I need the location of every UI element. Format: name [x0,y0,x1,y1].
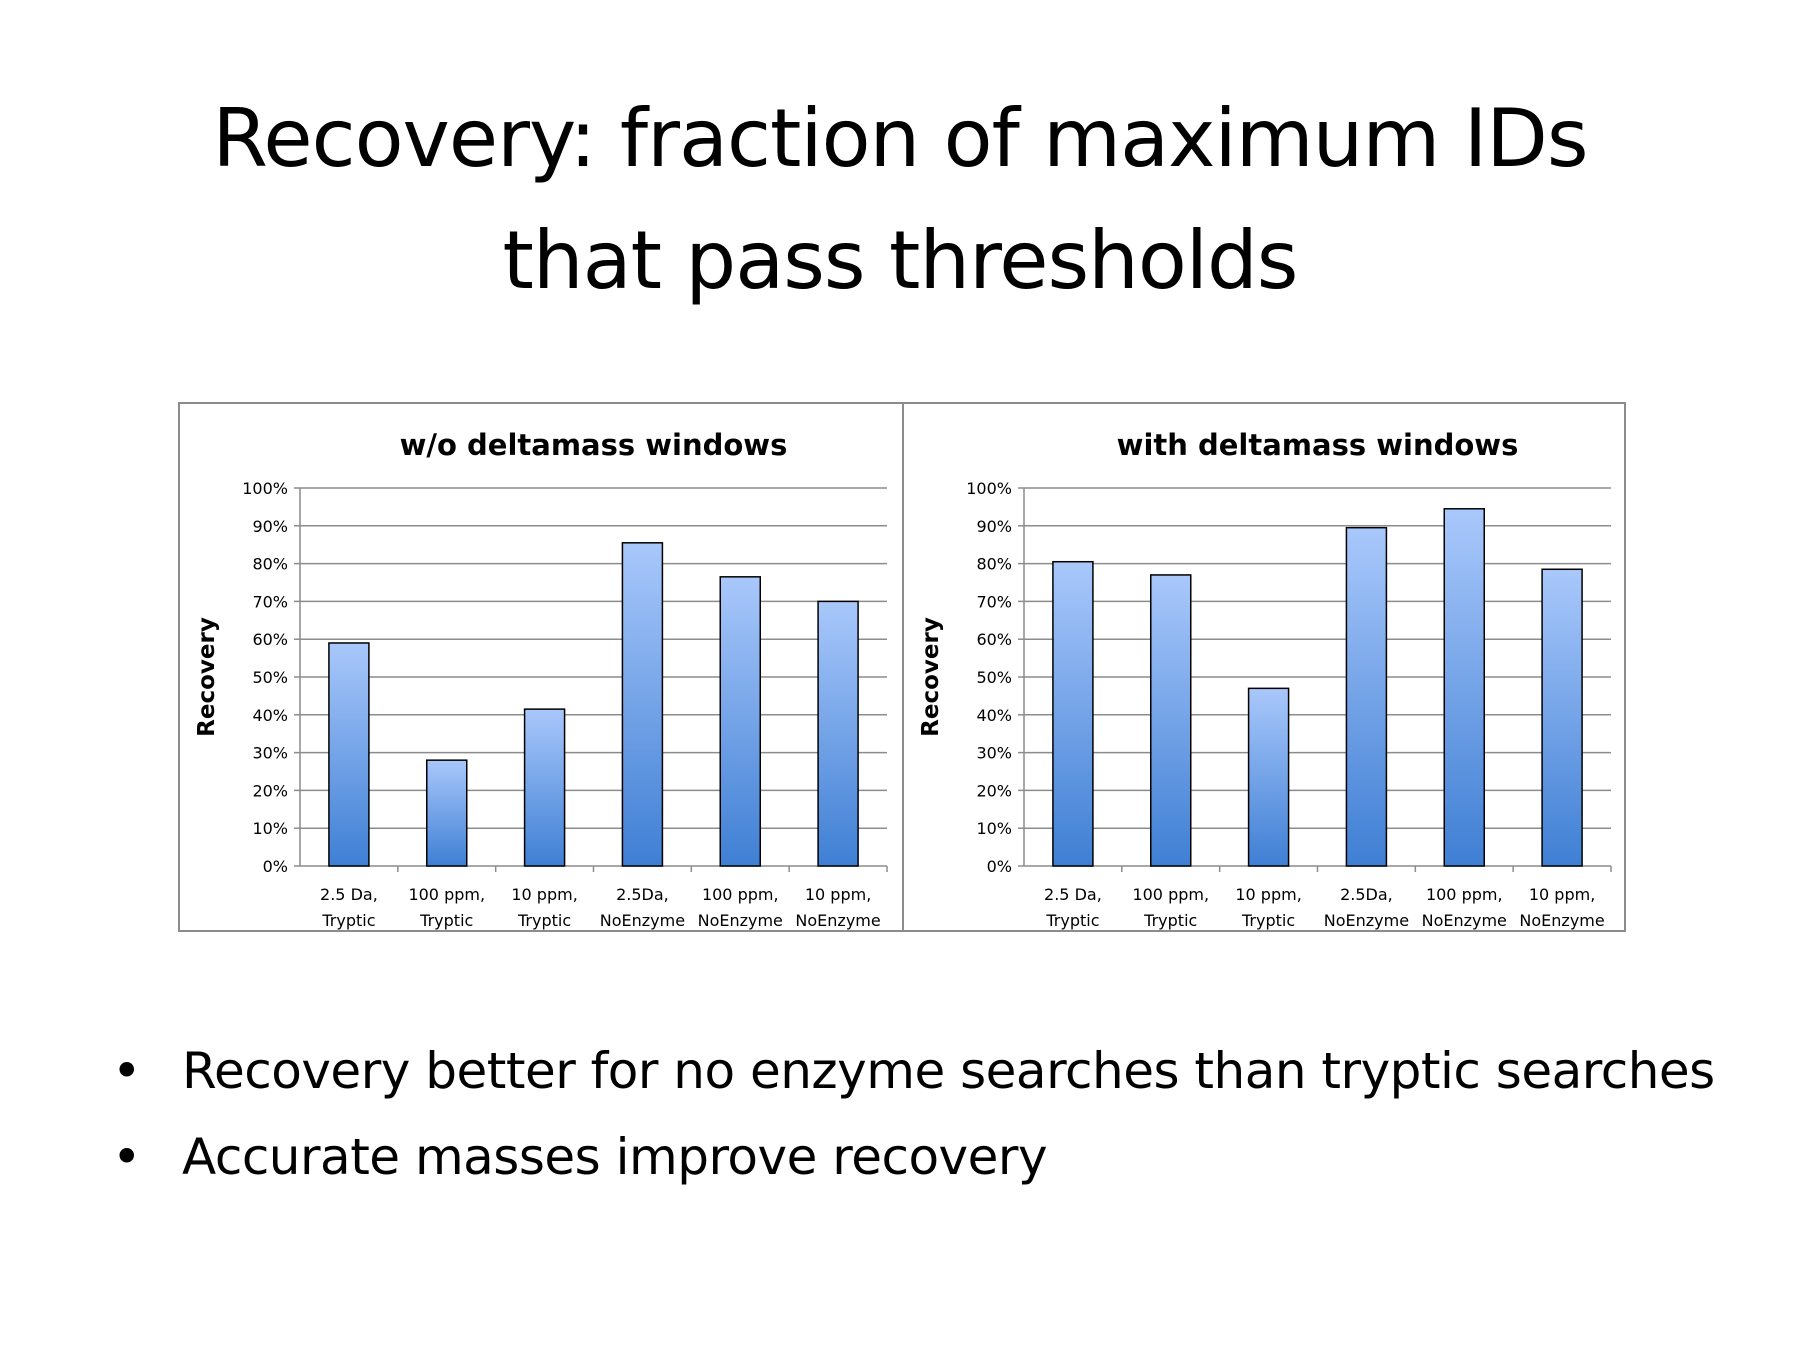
x-tick-label: 100 ppm, [702,885,779,904]
chart-divider [902,404,904,930]
bar [621,542,664,867]
slide-title-line-1: Recovery: fraction of maximum IDs [212,92,1588,185]
x-tick-label: 100 ppm, [1132,885,1209,904]
x-tick-label: 10 ppm, [805,885,871,904]
bar [1443,508,1485,867]
y-tick-label: 20% [976,781,1012,800]
y-tick-label: 10% [976,819,1012,838]
y-tick-label: 90% [252,517,288,536]
x-tick-label: 2.5Da, [616,885,669,904]
x-tick-label: 2.5 Da, [1044,885,1102,904]
y-tick-label: 50% [252,668,288,687]
x-tick-label: Tryptic [419,911,473,930]
y-tick-label: 20% [252,781,288,800]
y-tick-label: 60% [976,630,1012,649]
y-tick-label: 70% [976,592,1012,611]
y-tick-label: 80% [976,555,1012,574]
bar [1052,560,1094,867]
x-tick-label: NoEnzyme [698,911,783,930]
y-tick-label: 40% [252,706,288,725]
bullet-dot: • [112,1042,142,1100]
y-tick-label: 80% [252,555,288,574]
bar [328,642,370,867]
y-tick-label: 30% [976,744,1012,763]
chart-without-deltamass-windows: w/o deltamass windows 0% 10% 20% 30% 40% 50% 60… [194,428,888,930]
bullet-text: Recovery better for no enzyme searches t… [182,1042,1715,1100]
y-tick-label: 0% [263,857,288,876]
x-tick-label: 100 ppm, [1426,885,1503,904]
slide-title-line-2: that pass thresholds [502,214,1299,307]
chart-with-deltamass-windows: with deltamass windows 0% 10% 20% 30% 40% 50% 6… [918,428,1612,930]
x-tick-label: NoEnzyme [1324,911,1409,930]
y-tick-label: 40% [976,706,1012,725]
y-tick-label: 90% [976,517,1012,536]
bar [1541,568,1583,867]
x-tick-label: NoEnzyme [1519,911,1604,930]
y-tick-label: 70% [252,592,288,611]
y-tick-label: 10% [252,819,288,838]
x-tick-label: Tryptic [1143,911,1197,930]
y-tick-label: 100% [966,479,1012,498]
y-tick-label: 0% [987,857,1012,876]
bullet-dot: • [112,1128,142,1186]
x-tick-label: 10 ppm, [1529,885,1595,904]
x-tick-label: NoEnzyme [1422,911,1507,930]
x-tick-label: NoEnzyme [795,911,880,930]
x-tick-label: 10 ppm, [511,885,577,904]
y-tick-label: 60% [252,630,288,649]
slide-title: Recovery: fraction of maximum IDs that p… [0,78,1800,322]
x-tick-label: 100 ppm, [408,885,485,904]
bullet-item: • Accurate masses improve recovery [110,1114,1715,1200]
bullet-item: • Recovery better for no enzyme searches… [110,1028,1715,1114]
bar [1247,687,1290,867]
y-axis-label: Recovery [918,617,944,737]
bullet-text: Accurate masses improve recovery [182,1128,1048,1186]
x-tick-label: 2.5 Da, [320,885,378,904]
x-tick-label: Tryptic [1045,911,1099,930]
y-tick-label: 50% [976,668,1012,687]
y-axis-label: Recovery [194,617,220,737]
bar [426,759,468,867]
bullet-list: • Recovery better for no enzyme searches… [110,1028,1715,1200]
y-tick-label: 30% [252,744,288,763]
bar [719,576,761,867]
chart-title: with deltamass windows [1117,428,1519,462]
bar [523,708,566,867]
bar [1150,574,1192,867]
x-tick-label: Tryptic [321,911,375,930]
x-tick-label: 2.5Da, [1340,885,1393,904]
x-tick-label: Tryptic [1241,911,1295,930]
chart-title: w/o deltamass windows [400,428,788,462]
bar [817,600,859,867]
chart-panel: w/o deltamass windows 0% 10% 20% 30% 40% 50% 60… [178,402,1626,932]
x-tick-label: Tryptic [517,911,571,930]
y-tick-label: 100% [242,479,288,498]
bar [1345,526,1388,867]
x-tick-label: NoEnzyme [600,911,685,930]
x-tick-label: 10 ppm, [1235,885,1301,904]
